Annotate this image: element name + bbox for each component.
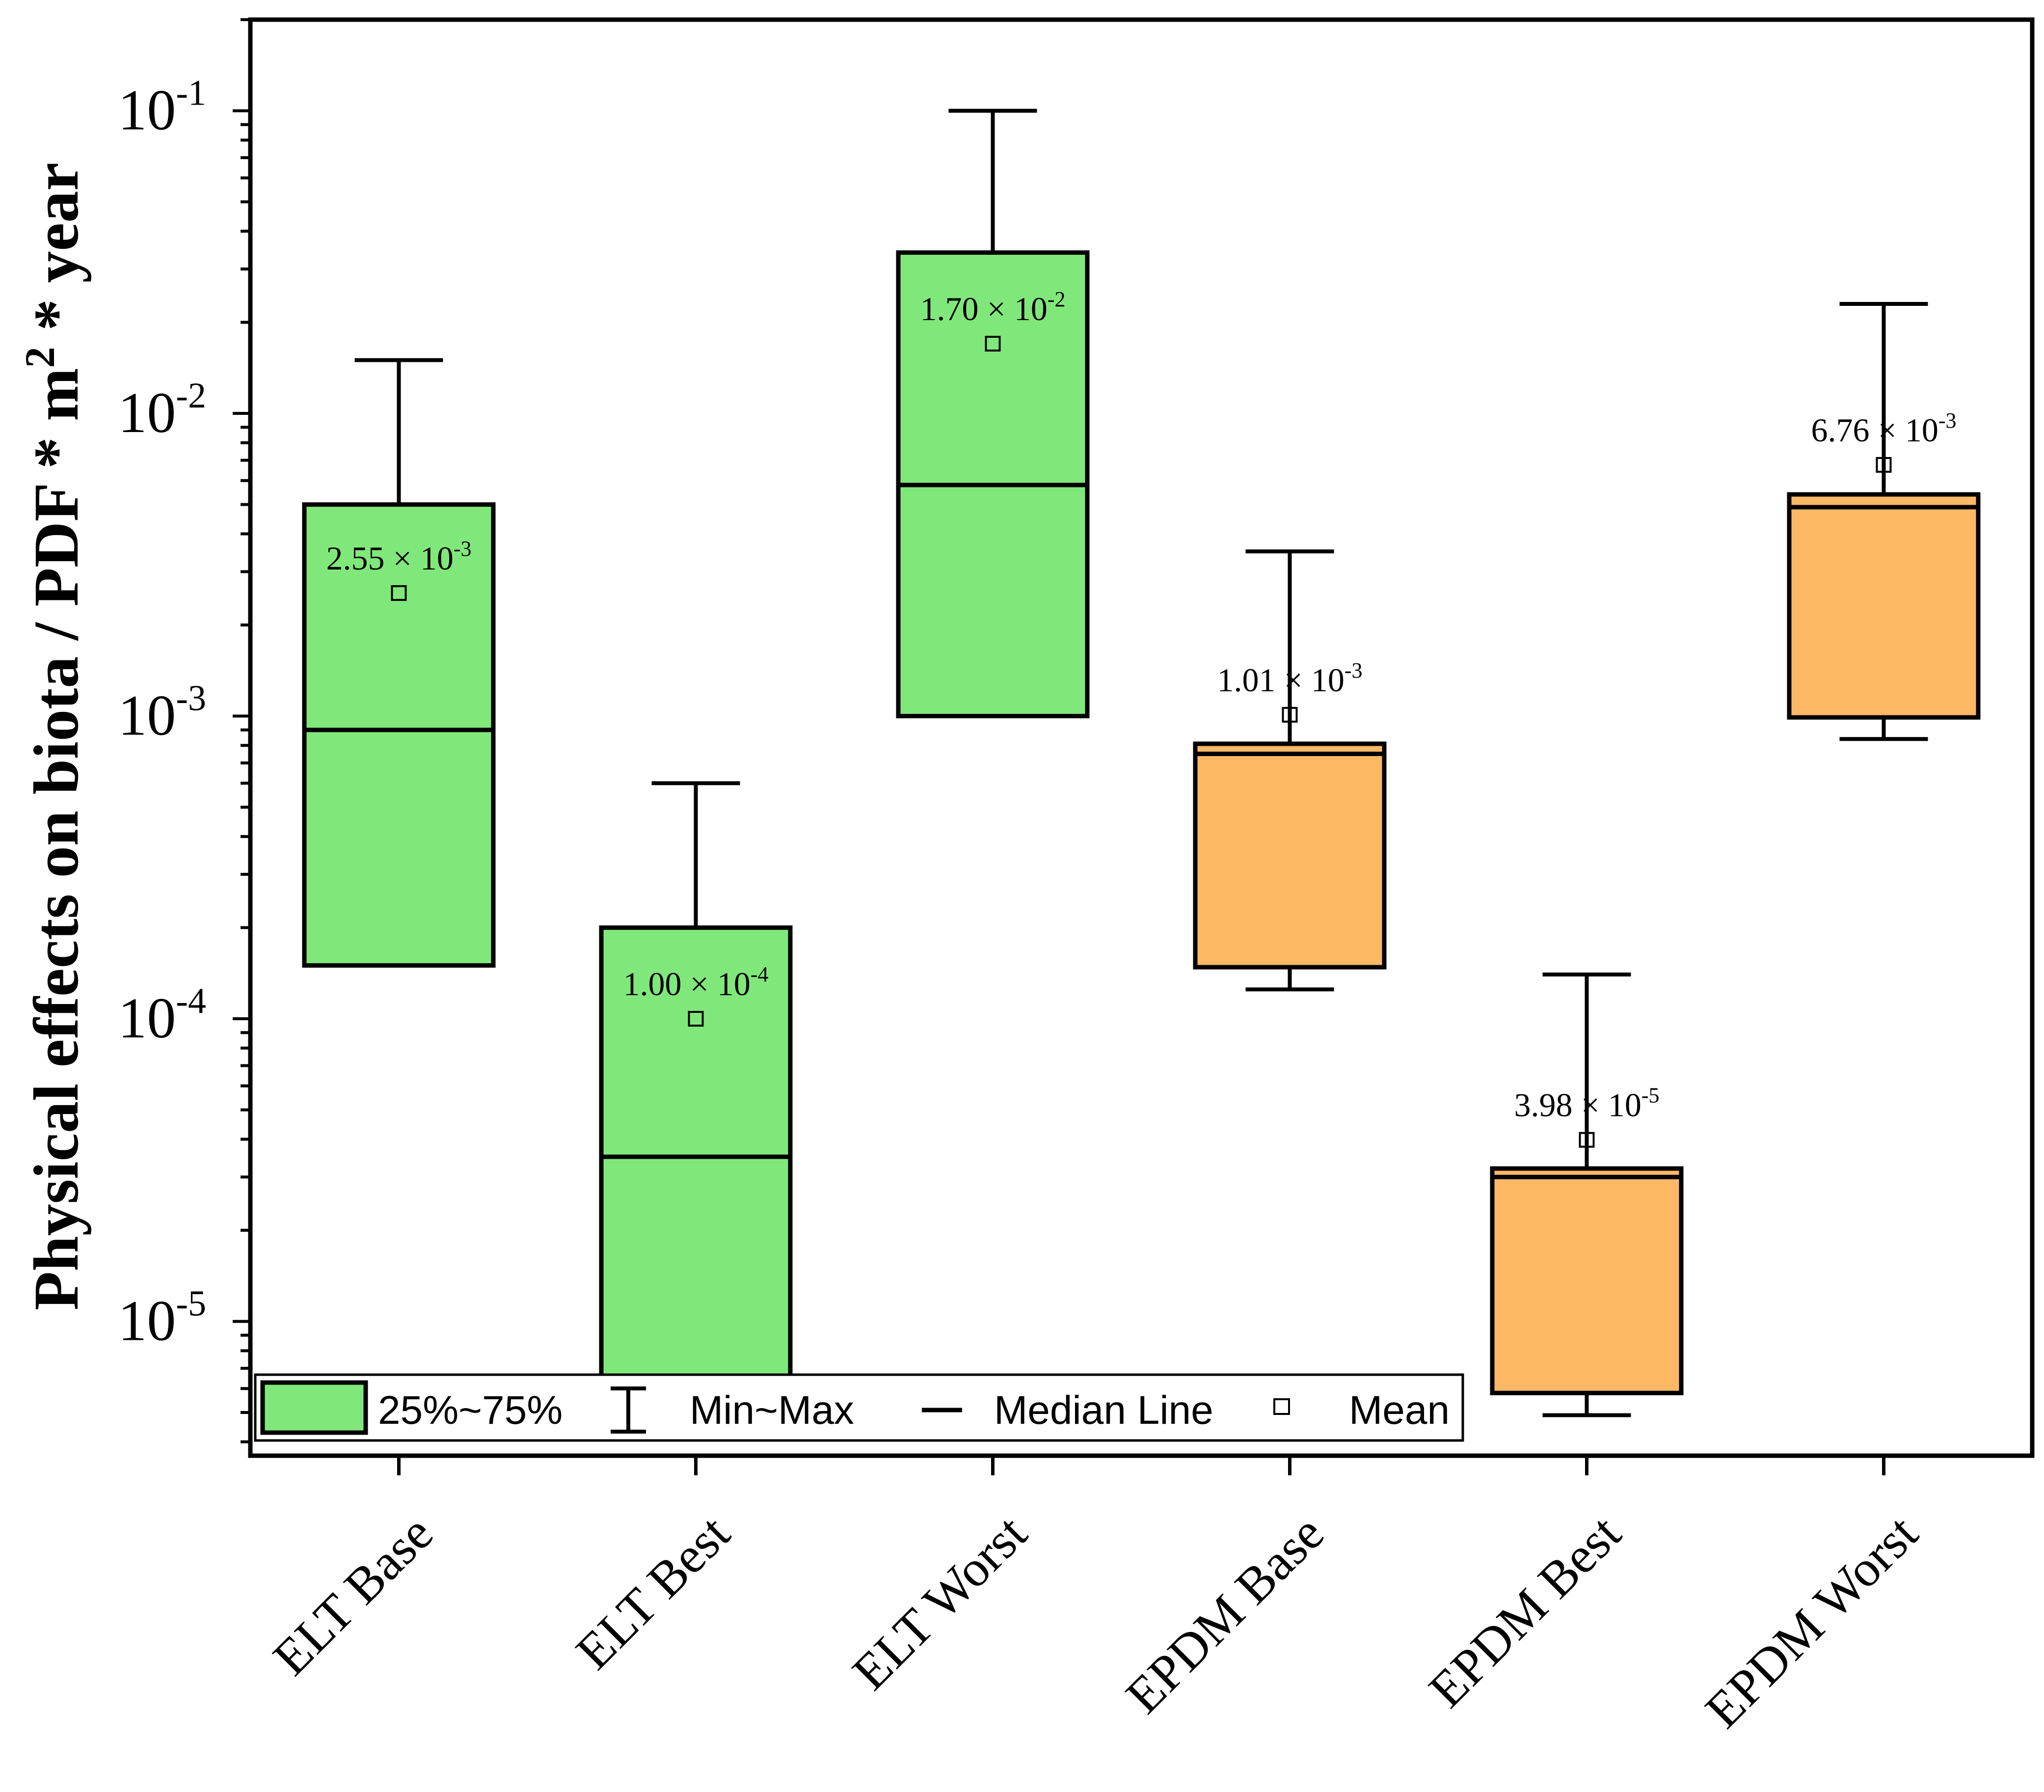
legend-frame	[254, 1373, 1464, 1442]
x-tick-label: EPDM Best	[1418, 1505, 1632, 1718]
mean-annotation-base: 1.01 × 10	[1217, 661, 1344, 699]
mean-annotation-exponent: -3	[1345, 658, 1363, 682]
y-axis-title-suffix: * year	[21, 163, 92, 347]
mean-annotation: 6.76 × 10-3	[1811, 408, 1956, 449]
y-axis-title: Physical effects on biota / PDF * m2 * y…	[16, 163, 92, 1310]
iqr-box	[1490, 1166, 1684, 1395]
y-tick-label-base: 10	[118, 78, 176, 142]
mean-annotation-base: 3.98 × 10	[1514, 1086, 1641, 1124]
legend-box-swatch	[260, 1380, 368, 1435]
mean-annotation-exponent: -3	[454, 537, 472, 561]
y-tick-label-exponent: -4	[176, 981, 206, 1021]
box-elt-base: 2.55 × 10-3	[302, 358, 496, 968]
mean-annotation: 1.70 × 10-2	[920, 287, 1065, 327]
y-tick-label-exponent: -3	[176, 679, 206, 719]
legend-label-iqr: 25%~75%	[378, 1388, 563, 1433]
box-epdm-worst: 6.76 × 10-3	[1787, 302, 1981, 741]
mean-annotation-exponent: -3	[1938, 408, 1957, 433]
legend-label-mean: Mean	[1349, 1388, 1450, 1433]
mean-annotation: 1.01 × 10-3	[1217, 658, 1362, 699]
x-tick-label: ELT Best	[565, 1505, 741, 1680]
mean-marker	[1579, 1132, 1595, 1148]
mean-annotation-base: 6.76 × 10	[1811, 411, 1938, 449]
legend-label-median: Median Line	[994, 1388, 1213, 1433]
mean-marker	[985, 335, 1001, 352]
y-tick-label: 10-3	[118, 679, 206, 748]
plot-area: 2.55 × 10-31.00 × 10-41.70 × 10-21.01 × …	[302, 109, 1981, 1417]
box-elt-best: 1.00 × 10-4	[599, 781, 793, 1395]
mean-marker	[1282, 706, 1298, 723]
box-epdm-best: 3.98 × 10-5	[1490, 972, 1684, 1417]
mean-annotation-exponent: -5	[1641, 1084, 1660, 1108]
y-axis-title-superscript: 2	[16, 347, 63, 368]
mean-marker	[688, 1010, 704, 1027]
y-tick-label: 10-4	[118, 981, 206, 1050]
iqr-box	[599, 925, 793, 1395]
mean-annotation: 3.98 × 10-5	[1514, 1084, 1659, 1124]
box-epdm-base: 1.01 × 10-3	[1193, 549, 1387, 992]
mean-annotation-base: 2.55 × 10	[326, 540, 453, 577]
mean-marker	[391, 585, 407, 601]
mean-annotation: 1.00 × 10-4	[623, 962, 768, 1003]
mean-annotation: 2.55 × 10-3	[326, 537, 471, 577]
y-tick-label-exponent: -5	[176, 1283, 206, 1324]
x-tick-label: ELT Base	[262, 1505, 443, 1686]
y-axis-ticks: 10-510-410-310-210-1	[118, 18, 250, 1443]
plot-frame	[248, 17, 2035, 1458]
y-tick-label: 10-5	[118, 1283, 206, 1353]
y-tick-label-exponent: -1	[176, 73, 206, 113]
mean-annotation-base: 1.70 × 10	[920, 290, 1047, 327]
legend: 25%~75% Min~Max Median Line Mean	[254, 1373, 1464, 1442]
x-tick-label: ELT Worst	[842, 1505, 1038, 1701]
y-tick-label-base: 10	[118, 986, 176, 1050]
y-tick-label: 10-1	[118, 73, 206, 142]
x-tick-label: EPDM Worst	[1694, 1505, 1929, 1739]
legend-mean-icon	[1273, 1398, 1290, 1415]
mean-marker	[1876, 457, 1892, 473]
iqr-box	[302, 502, 496, 968]
y-tick-label-base: 10	[118, 1288, 176, 1353]
iqr-box	[1193, 741, 1387, 970]
y-tick-label-exponent: -2	[176, 376, 206, 416]
legend-whisker-icon	[611, 1386, 646, 1434]
x-axis-ticks: ELT Base ELT Best ELT Worst EPDM Base EPDM B…	[262, 1456, 1929, 1739]
iqr-box	[1787, 492, 1981, 720]
x-tick-label: EPDM Base	[1115, 1505, 1335, 1724]
y-tick-label-base: 10	[118, 683, 176, 748]
legend-label-minmax: Min~Max	[690, 1388, 854, 1433]
y-axis-title-main: Physical effects on biota / PDF * m	[21, 368, 92, 1310]
mean-annotation-exponent: -4	[751, 962, 769, 986]
y-tick-label-base: 10	[118, 380, 176, 445]
mean-annotation-base: 1.00 × 10	[623, 965, 750, 1003]
y-tick-label: 10-2	[118, 376, 206, 445]
mean-annotation-exponent: -2	[1048, 287, 1066, 311]
box-elt-worst: 1.70 × 10-2	[896, 109, 1090, 719]
